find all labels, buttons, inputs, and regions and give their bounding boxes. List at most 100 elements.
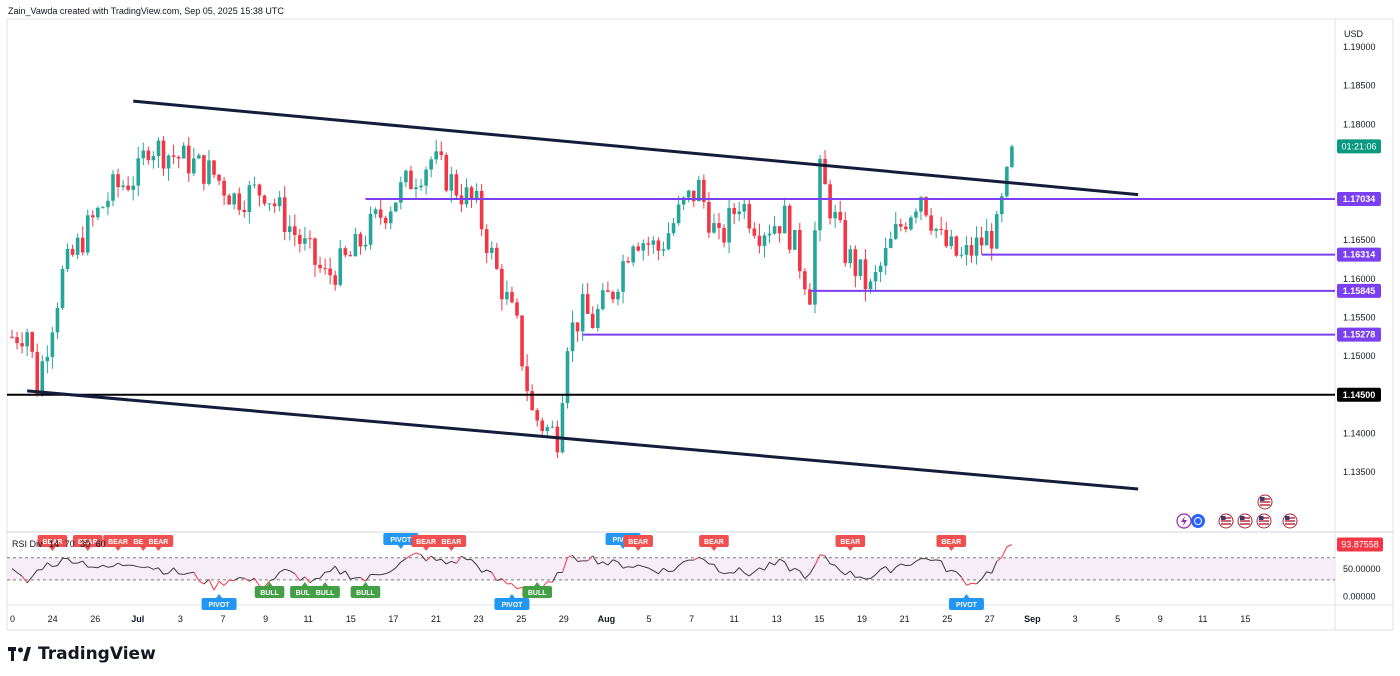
rsi-segment	[82, 560, 89, 568]
candle-body	[479, 190, 484, 230]
price-tag-label: 1.14500	[1343, 390, 1376, 400]
rsi-value-tag	[1337, 537, 1383, 552]
marker-label: PIVOT	[956, 602, 978, 609]
price-tick-label: 1.15500	[1343, 313, 1376, 323]
rsi-segment	[253, 577, 260, 587]
channel-trendlines[interactable]	[27, 99, 1139, 491]
candle-body	[555, 426, 560, 453]
us-flag-icon[interactable]	[1237, 513, 1253, 529]
candle-body	[116, 174, 120, 188]
price-tick-label: 1.19000	[1343, 42, 1376, 52]
candle-body	[757, 235, 762, 246]
candle-body	[262, 195, 267, 204]
marker-label: PIVOT	[501, 602, 523, 609]
price-tag	[1337, 327, 1381, 342]
candle-body	[535, 410, 539, 421]
rsi-segment	[612, 559, 619, 563]
rsi-segment	[92, 566, 98, 569]
price-tag	[1337, 283, 1381, 298]
rsi-segment	[329, 565, 336, 572]
rsi-segment	[133, 564, 139, 568]
pivot-low-marker-tip	[508, 594, 515, 598]
rsi-segment	[117, 562, 124, 567]
candle-body	[328, 268, 332, 276]
channel-lower-trendline[interactable]	[27, 389, 1139, 491]
time-tick-label: 15	[1240, 614, 1250, 624]
us-flag-icon[interactable]	[1257, 494, 1273, 510]
rsi-segment	[289, 570, 296, 574]
channel-upper-trendline[interactable]	[133, 99, 1139, 197]
rsi-segment	[112, 562, 119, 567]
marker-label: BEAR	[416, 539, 436, 546]
rsi-title: RSI Div 14 70 30 60	[12, 539, 106, 549]
bear-marker-tip	[948, 547, 955, 551]
pivot-high-marker	[383, 533, 419, 545]
candle-body	[287, 226, 292, 233]
time-tick-label: 9	[1158, 614, 1163, 624]
us-flag-icon[interactable]	[1282, 513, 1298, 529]
candle-body	[732, 207, 736, 215]
candle-body	[565, 351, 570, 404]
rsi-segment	[865, 578, 871, 580]
candle-body	[798, 229, 802, 272]
candle-body	[803, 271, 807, 290]
time-tick-label: 23	[474, 614, 484, 624]
rsi-segment	[446, 560, 452, 565]
us-flag-icon[interactable]	[1256, 513, 1272, 529]
bear-marker-tip	[847, 547, 854, 551]
candle-body	[464, 187, 469, 205]
time-tick-label: 27	[985, 614, 995, 624]
bear-marker	[436, 535, 467, 547]
candle-body	[727, 207, 731, 243]
rsi-segment	[996, 556, 1003, 562]
horizontal-levels[interactable]	[7, 197, 1335, 396]
candle-body	[126, 185, 130, 190]
time-tick-label: 25	[516, 614, 526, 624]
earth-icon[interactable]	[1191, 514, 1205, 528]
rsi-segment	[481, 569, 487, 573]
time-tick-label: 0	[10, 614, 15, 624]
bear-marker-tip	[635, 547, 642, 551]
us-flag-icon[interactable]	[1218, 513, 1234, 529]
rsi-segment	[516, 586, 523, 590]
rsi-segment	[123, 564, 129, 567]
marker-label: BULL	[356, 590, 375, 597]
candle-body	[686, 190, 691, 198]
rsi-segment	[784, 561, 791, 572]
rsi-segment	[163, 572, 169, 575]
rsi-segment	[643, 566, 649, 569]
candle-body	[611, 291, 615, 300]
pivot-low-marker-tip	[216, 594, 223, 598]
economic-event-icons[interactable]	[1176, 494, 1298, 529]
rsi-segment	[52, 565, 58, 568]
candle-body	[530, 391, 534, 411]
candle-body	[808, 289, 812, 305]
rsi-segment	[819, 554, 826, 557]
rsi-segment	[405, 554, 412, 560]
rsi-segment	[158, 567, 164, 575]
candle-body	[520, 315, 524, 367]
candle-body	[70, 248, 75, 255]
candle-body	[35, 351, 40, 395]
tradingview-logo: TradingView	[8, 644, 156, 664]
rsi-segment	[693, 556, 700, 561]
rsi-segment	[213, 580, 220, 591]
candle-body	[924, 197, 928, 216]
candle-body	[863, 259, 868, 290]
rsi-segment	[77, 560, 83, 564]
candle-body	[10, 336, 14, 338]
bear-marker-tip	[710, 547, 717, 551]
candle-body	[449, 174, 454, 191]
candle-body	[454, 174, 459, 196]
time-tick-label: Aug	[598, 614, 616, 624]
candle-body	[383, 217, 388, 224]
candle-body	[298, 235, 302, 244]
lightning-icon[interactable]	[1176, 513, 1192, 529]
bear-marker	[72, 535, 103, 547]
candle-body	[575, 322, 580, 332]
candle-body	[141, 150, 146, 159]
candle-body	[959, 254, 964, 256]
time-tick-label: Jul	[131, 614, 144, 624]
rsi-segment	[344, 570, 351, 580]
